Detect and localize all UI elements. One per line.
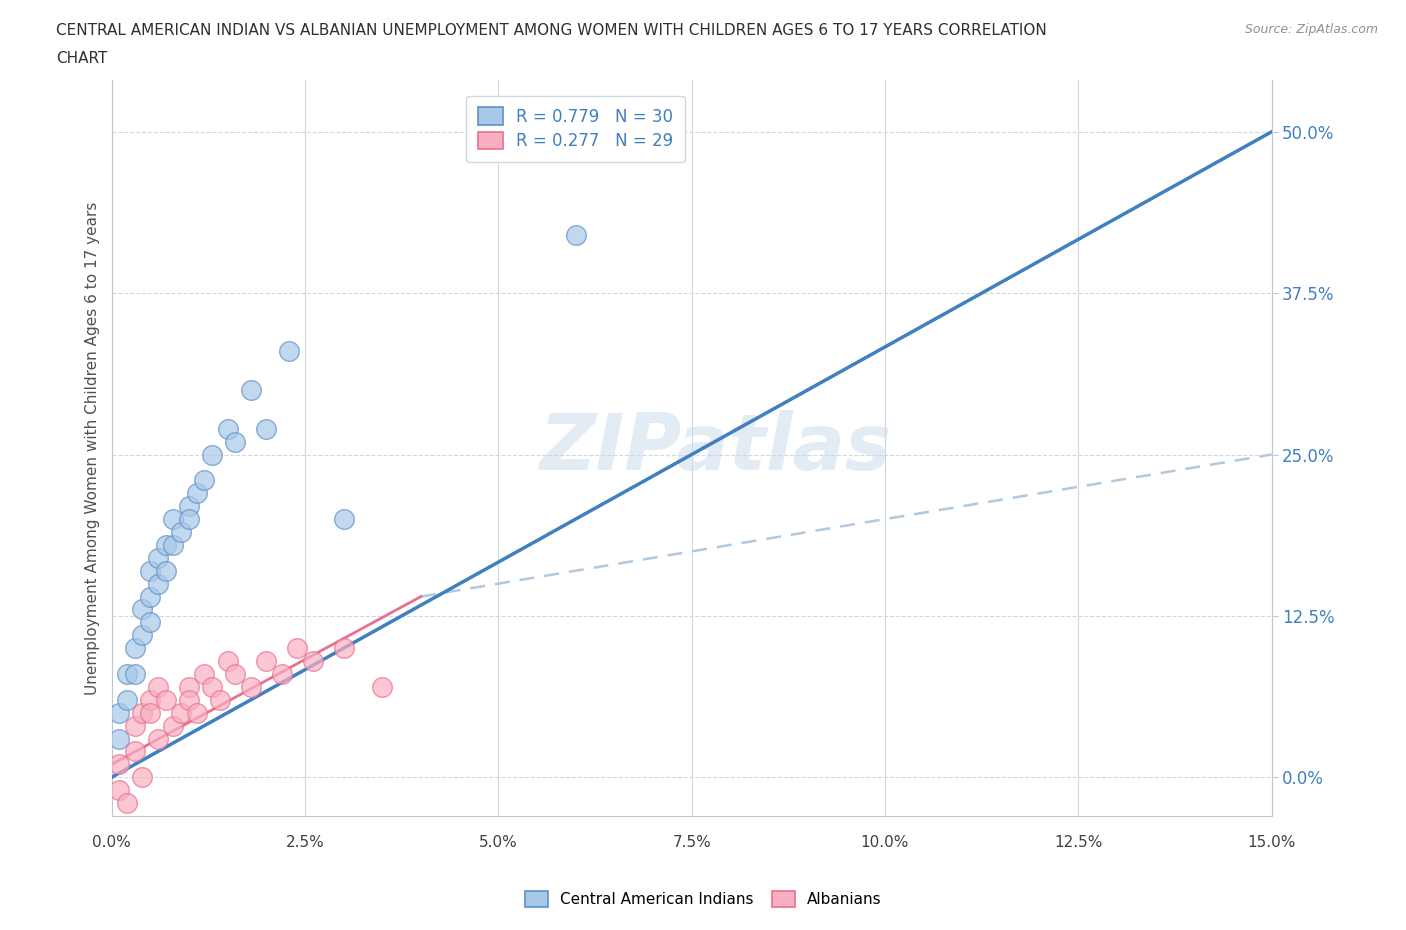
Point: [162, 538, 184, 552]
Point: [224, 667, 246, 682]
Point: [564, 228, 586, 243]
Point: [270, 667, 292, 682]
Point: [146, 577, 169, 591]
Point: [239, 680, 262, 695]
Point: [254, 421, 277, 436]
Text: 12.5%: 12.5%: [1054, 835, 1102, 850]
Point: [162, 512, 184, 526]
Point: [139, 615, 162, 630]
Point: [131, 602, 153, 617]
Point: [170, 525, 193, 539]
Text: CENTRAL AMERICAN INDIAN VS ALBANIAN UNEMPLOYMENT AMONG WOMEN WITH CHILDREN AGES : CENTRAL AMERICAN INDIAN VS ALBANIAN UNEM…: [56, 23, 1047, 38]
Point: [332, 512, 354, 526]
Text: ZIPatlas: ZIPatlas: [538, 410, 891, 486]
Text: 7.5%: 7.5%: [672, 835, 711, 850]
Point: [170, 705, 193, 720]
Point: [108, 757, 131, 772]
Point: [186, 705, 208, 720]
Point: [124, 667, 146, 682]
Point: [285, 641, 308, 656]
Point: [254, 654, 277, 669]
Y-axis label: Unemployment Among Women with Children Ages 6 to 17 years: Unemployment Among Women with Children A…: [86, 202, 100, 695]
Point: [139, 705, 162, 720]
Point: [155, 564, 177, 578]
Point: [108, 731, 131, 746]
Legend: R = 0.779   N = 30, R = 0.277   N = 29: R = 0.779 N = 30, R = 0.277 N = 29: [467, 96, 685, 162]
Point: [239, 382, 262, 397]
Point: [115, 693, 138, 708]
Point: [208, 693, 231, 708]
Point: [115, 667, 138, 682]
Text: Source: ZipAtlas.com: Source: ZipAtlas.com: [1244, 23, 1378, 36]
Point: [124, 641, 146, 656]
Point: [278, 344, 301, 359]
Point: [155, 538, 177, 552]
Point: [155, 693, 177, 708]
Point: [217, 654, 239, 669]
Point: [201, 680, 224, 695]
Point: [108, 783, 131, 798]
Point: [371, 680, 394, 695]
Point: [139, 693, 162, 708]
Point: [124, 718, 146, 733]
Point: [217, 421, 239, 436]
Point: [301, 654, 323, 669]
Text: 5.0%: 5.0%: [479, 835, 517, 850]
Point: [146, 731, 169, 746]
Point: [131, 628, 153, 643]
Point: [131, 705, 153, 720]
Point: [332, 641, 354, 656]
Point: [146, 680, 169, 695]
Point: [224, 434, 246, 449]
Text: CHART: CHART: [56, 51, 108, 66]
Legend: Central American Indians, Albanians: Central American Indians, Albanians: [519, 884, 887, 913]
Point: [193, 667, 215, 682]
Point: [124, 744, 146, 759]
Point: [186, 485, 208, 500]
Text: 2.5%: 2.5%: [285, 835, 325, 850]
Point: [201, 447, 224, 462]
Text: 10.0%: 10.0%: [860, 835, 910, 850]
Point: [177, 680, 200, 695]
Point: [177, 693, 200, 708]
Text: 0.0%: 0.0%: [93, 835, 131, 850]
Point: [146, 551, 169, 565]
Point: [139, 589, 162, 604]
Point: [108, 705, 131, 720]
Point: [162, 718, 184, 733]
Point: [193, 473, 215, 488]
Point: [177, 512, 200, 526]
Point: [115, 796, 138, 811]
Point: [131, 770, 153, 785]
Point: [139, 564, 162, 578]
Text: 15.0%: 15.0%: [1247, 835, 1296, 850]
Point: [177, 498, 200, 513]
